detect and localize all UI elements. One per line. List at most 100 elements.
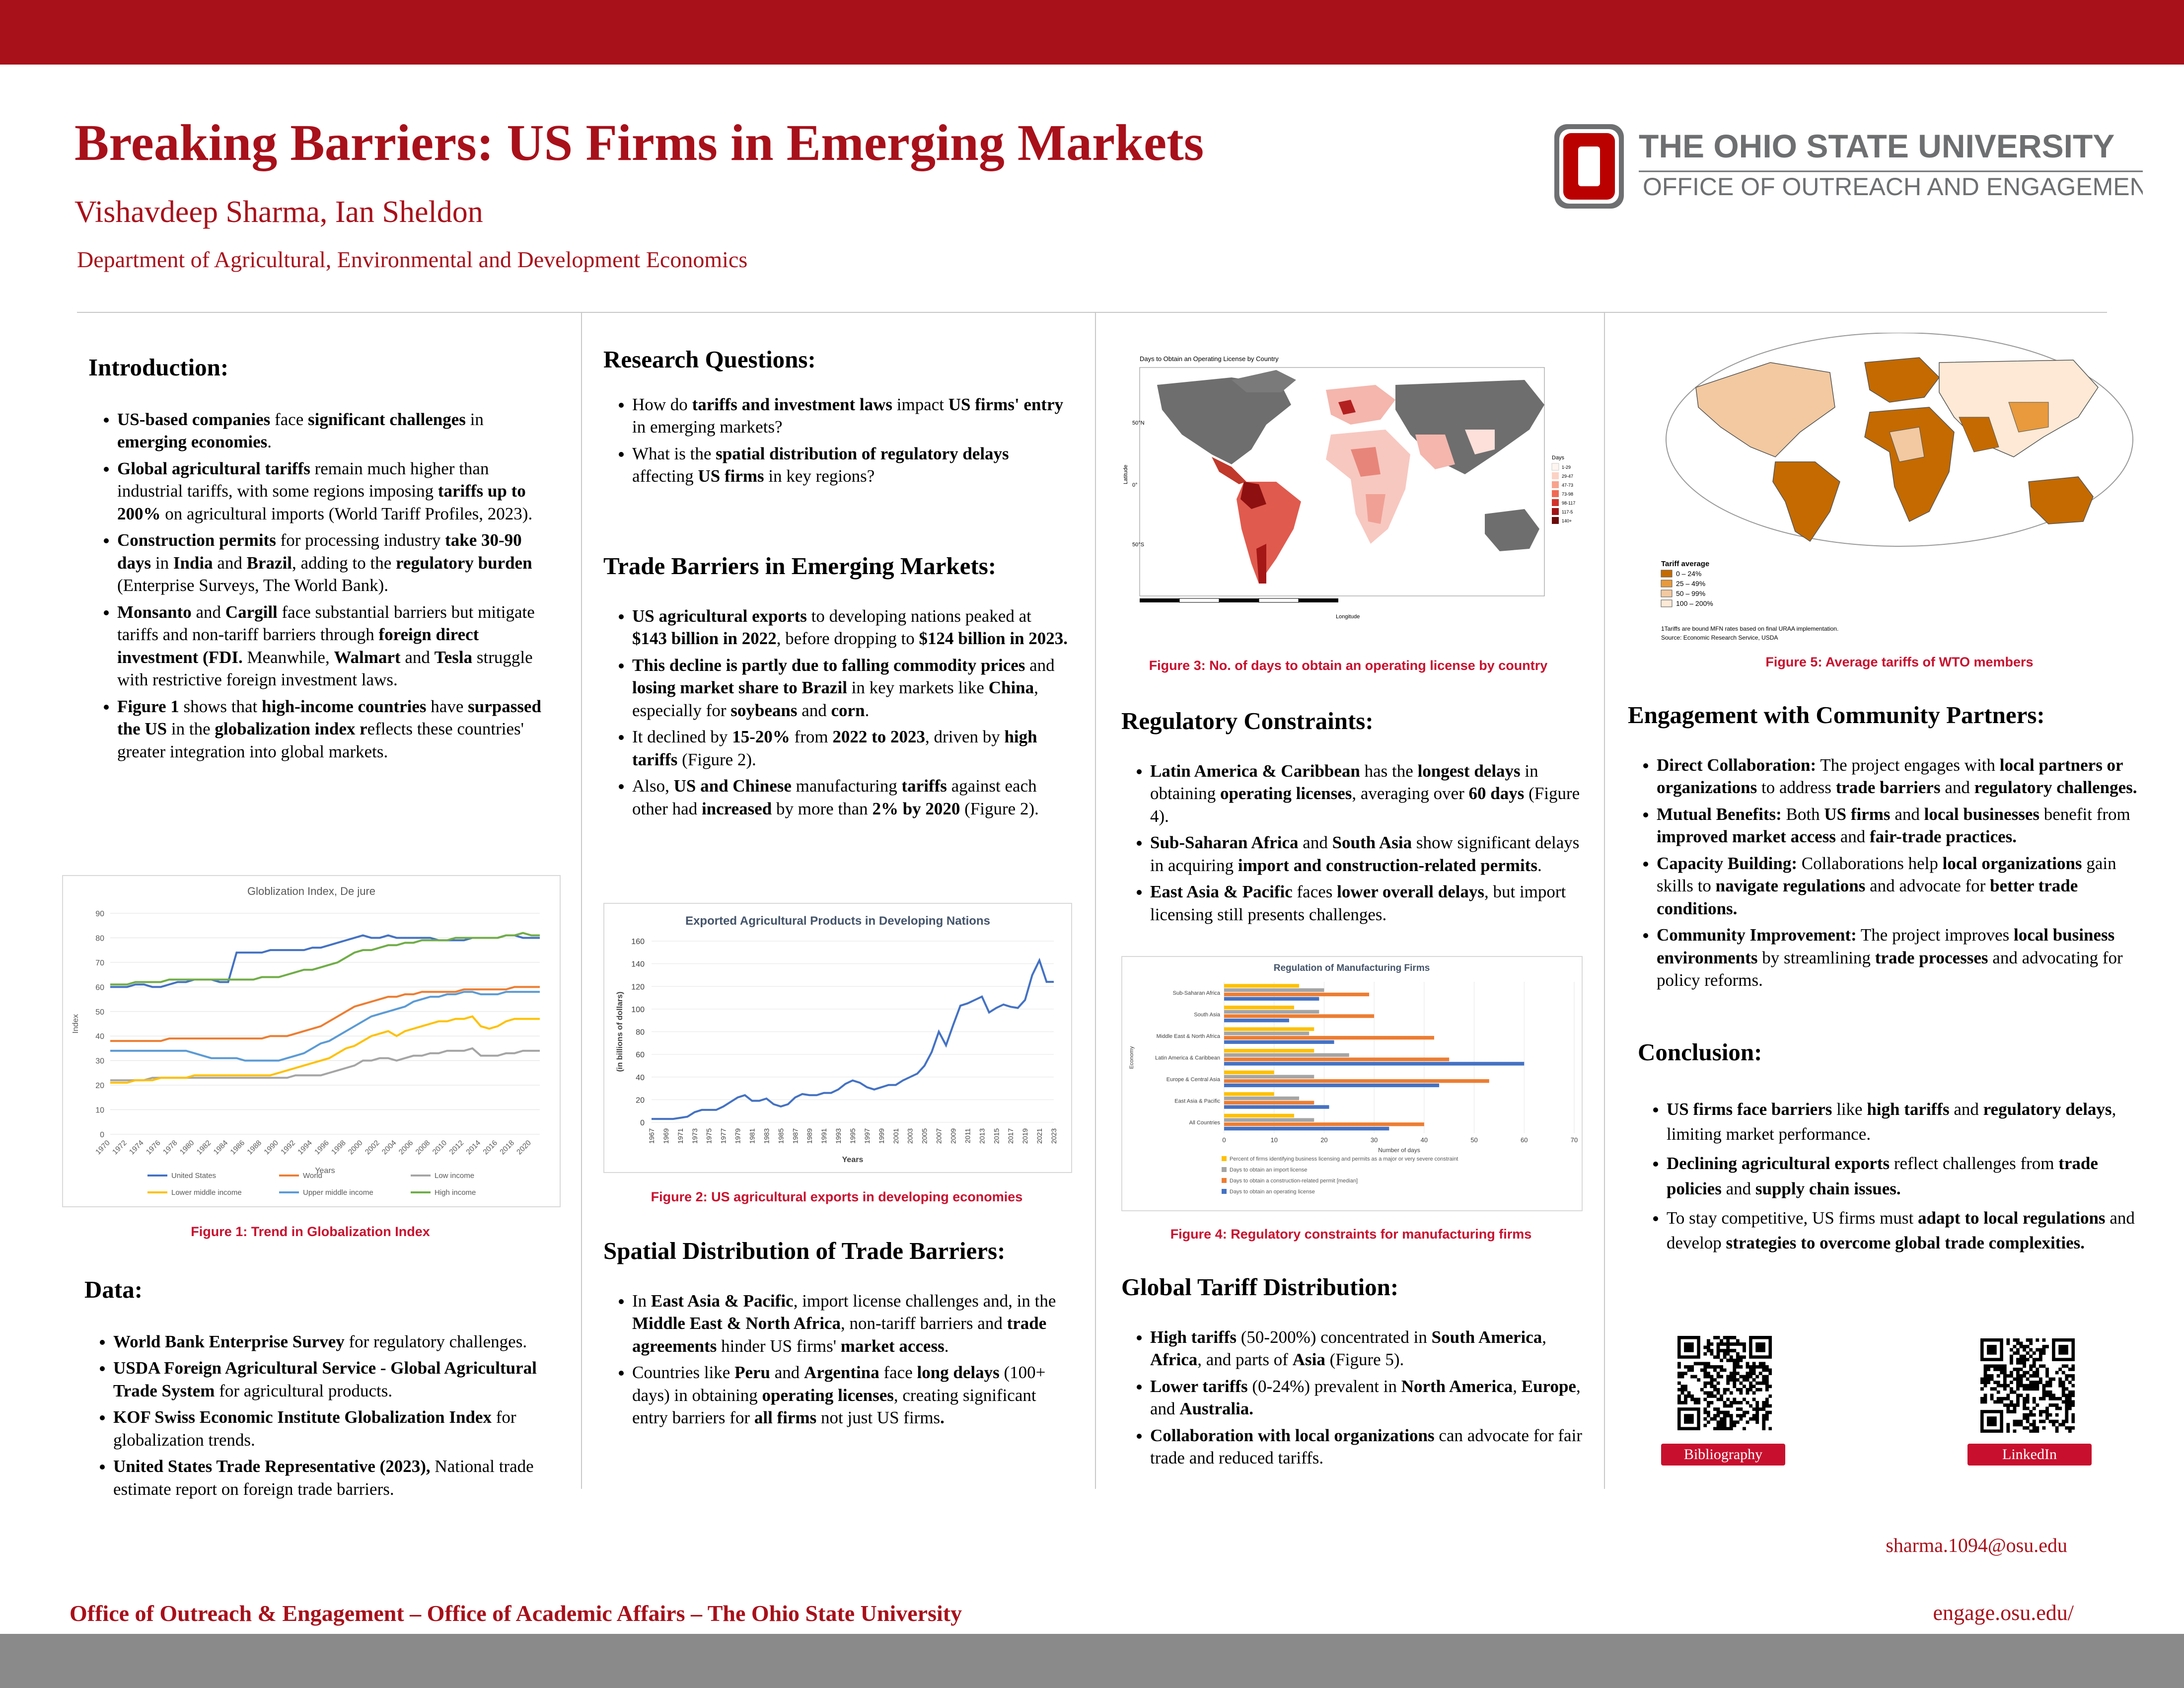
list-item: Collaboration with local organizations c… bbox=[1150, 1424, 1583, 1469]
legend-label: 117-5 bbox=[1562, 510, 1573, 514]
list-item: US agricultural exports to developing na… bbox=[632, 605, 1070, 650]
qr-module bbox=[1733, 1365, 1737, 1369]
qr-module bbox=[1733, 1342, 1737, 1346]
qr-module bbox=[2016, 1351, 2020, 1355]
qr-module bbox=[1736, 1365, 1740, 1369]
qr-finder bbox=[1987, 1345, 1997, 1355]
qr-module bbox=[1720, 1420, 1724, 1424]
list-item: This decline is partly due to falling co… bbox=[632, 654, 1070, 722]
qr-module bbox=[1755, 1417, 1759, 1421]
qr-module bbox=[1713, 1336, 1717, 1339]
qr-module bbox=[2042, 1345, 2046, 1348]
qr-module bbox=[1706, 1420, 1710, 1424]
qr-finder bbox=[1755, 1342, 1765, 1352]
website-link[interactable]: engage.osu.edu/ bbox=[1933, 1601, 2074, 1625]
qr-module bbox=[2029, 1341, 2033, 1345]
qr-module bbox=[1755, 1381, 1759, 1385]
qr-module bbox=[2023, 1387, 2027, 1391]
qr-module bbox=[1752, 1391, 1756, 1395]
qr-module bbox=[1710, 1401, 1714, 1404]
qr-module bbox=[2016, 1419, 2020, 1423]
qr-module bbox=[2048, 1390, 2052, 1394]
qr-module bbox=[2019, 1381, 2023, 1385]
y-tick-label: 140 bbox=[631, 960, 645, 969]
x-tick-label: 1977 bbox=[720, 1128, 728, 1144]
bibliography-button[interactable]: Bibliography bbox=[1661, 1444, 1785, 1466]
qr-module bbox=[2036, 1374, 2039, 1378]
bar bbox=[1224, 1053, 1349, 1057]
qr-module bbox=[1697, 1401, 1701, 1404]
linkedin-button[interactable]: LinkedIn bbox=[1967, 1444, 2092, 1466]
x-tick-label: 2006 bbox=[397, 1139, 415, 1157]
qr-module bbox=[2068, 1381, 2072, 1385]
x-tick-label: 2016 bbox=[481, 1139, 499, 1157]
x-tick-label: 2004 bbox=[380, 1139, 398, 1157]
x-tick-label: 1974 bbox=[128, 1139, 146, 1157]
qr-module bbox=[1765, 1410, 1769, 1414]
linkedin-qr-code[interactable] bbox=[1980, 1338, 2075, 1433]
legend-swatch bbox=[1222, 1189, 1227, 1194]
map-ylabel: Latitude bbox=[1123, 465, 1129, 484]
qr-module bbox=[2065, 1410, 2069, 1413]
qr-module bbox=[1743, 1378, 1746, 1382]
qr-module bbox=[2038, 1377, 2042, 1381]
list-item: In East Asia & Pacific, import license c… bbox=[632, 1290, 1070, 1358]
y-tick-label: All Countries bbox=[1189, 1120, 1221, 1126]
qr-module bbox=[1726, 1375, 1730, 1379]
qr-module bbox=[2026, 1413, 2030, 1417]
qr-module bbox=[1743, 1414, 1746, 1418]
qr-module bbox=[2036, 1338, 2039, 1342]
qr-module bbox=[1713, 1355, 1717, 1359]
x-tick-label: 1996 bbox=[313, 1139, 331, 1157]
qr-module bbox=[1762, 1417, 1766, 1421]
qr-module bbox=[1716, 1349, 1720, 1353]
qr-module bbox=[1746, 1372, 1749, 1375]
qr-module bbox=[2023, 1413, 2027, 1417]
qr-module bbox=[1729, 1336, 1733, 1339]
series-line bbox=[110, 1047, 540, 1082]
y-tick-label: 20 bbox=[95, 1082, 104, 1090]
qr-finder bbox=[1987, 1416, 1997, 1426]
qr-module bbox=[2032, 1361, 2036, 1365]
qr-module bbox=[1706, 1394, 1710, 1398]
qr-module bbox=[1726, 1342, 1730, 1346]
qr-module bbox=[2042, 1364, 2046, 1368]
qr-module bbox=[1713, 1388, 1717, 1392]
y-tick-label: 0 bbox=[640, 1119, 645, 1127]
qr-module bbox=[2013, 1410, 2017, 1413]
qr-module bbox=[1733, 1397, 1737, 1401]
qr-module bbox=[1720, 1394, 1724, 1398]
contact-email[interactable]: sharma.1094@osu.edu bbox=[1886, 1534, 2067, 1556]
bar bbox=[1224, 1005, 1294, 1010]
qr-module bbox=[1726, 1339, 1730, 1343]
x-tick-label: 1980 bbox=[178, 1139, 196, 1157]
qr-module bbox=[1716, 1414, 1720, 1418]
qr-module bbox=[1765, 1388, 1769, 1392]
qr-module bbox=[1706, 1345, 1710, 1349]
qr-module bbox=[2048, 1381, 2052, 1385]
qr-module bbox=[1736, 1414, 1740, 1418]
qr-module bbox=[1713, 1417, 1717, 1421]
bar bbox=[1224, 1031, 1310, 1035]
qr-module bbox=[2032, 1358, 2036, 1362]
qr-module bbox=[2042, 1338, 2046, 1342]
qr-module bbox=[1716, 1423, 1720, 1427]
qr-module bbox=[1743, 1375, 1746, 1379]
bibliography-qr-code[interactable] bbox=[1677, 1336, 1772, 1430]
qr-module bbox=[1706, 1372, 1710, 1375]
qr-module bbox=[2068, 1390, 2072, 1394]
qr-module bbox=[2061, 1419, 2065, 1423]
qr-module bbox=[2009, 1358, 2013, 1362]
qr-module bbox=[1736, 1378, 1740, 1382]
qr-module bbox=[2065, 1364, 2069, 1368]
qr-module bbox=[1716, 1407, 1720, 1411]
qr-module bbox=[1723, 1342, 1727, 1346]
list-item: To stay competitive, US firms must adapt… bbox=[1667, 1206, 2154, 1256]
trade-barriers-section: Trade Barriers in Emerging Markets: US a… bbox=[603, 550, 1070, 824]
qr-module bbox=[1755, 1375, 1759, 1379]
qr-module bbox=[2016, 1371, 2020, 1375]
qr-module bbox=[2068, 1406, 2072, 1410]
qr-module bbox=[2009, 1381, 2013, 1385]
authors: Vishavdeep Sharma, Ian Sheldon bbox=[74, 195, 483, 229]
section-heading: Conclusion: bbox=[1638, 1038, 1762, 1066]
